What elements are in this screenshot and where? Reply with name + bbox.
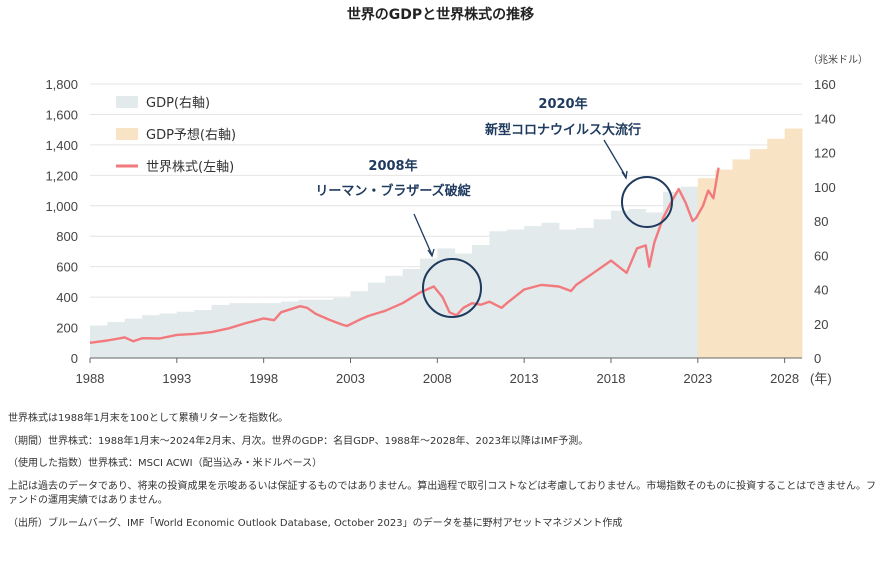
note-disclaimer: 上記は過去のデータであり、将来の投資成果を示唆あるいは保証するものではありません… [8, 480, 876, 507]
annotation-2008-arrowhead [427, 248, 435, 258]
gdp-bar [541, 222, 560, 358]
gdp-bar [142, 315, 160, 358]
legend-swatch-gdp [116, 96, 138, 108]
x-tick-label: 2008 [423, 371, 452, 386]
gdp-forecast-bar [767, 138, 786, 358]
gdp-bar [593, 219, 612, 358]
annotation-2020: 2020年 新型コロナウイルス大流行 [485, 96, 673, 228]
note-index-used: （使用した指数）世界株式：MSCI ACWI（配当込み・米ドルベース） [8, 458, 323, 469]
gdp-bar [228, 303, 247, 358]
left-tick-label: 400 [56, 290, 78, 305]
right-tick-label: 140 [814, 111, 836, 126]
gdp-bars [90, 186, 699, 358]
gdp-bar [419, 258, 438, 358]
right-tick-label: 80 [814, 214, 828, 229]
left-tick-label: 800 [56, 229, 78, 244]
left-tick-label: 200 [56, 321, 78, 336]
annotation-2008-arrow [413, 213, 433, 256]
gdp-bar [281, 301, 299, 358]
gridlines [90, 83, 802, 329]
x-tick-label: 2028 [770, 371, 799, 386]
annotation-2008-text: リーマン・ブラザーズ破綻 [315, 183, 471, 199]
right-tick-label: 60 [814, 248, 828, 263]
gdp-bar [680, 186, 699, 358]
annotation-2020-circle [621, 176, 673, 228]
gdp-bar [663, 191, 681, 358]
legend: GDP(右軸) GDP予想(右軸) 世界株式(左軸) [116, 96, 236, 175]
gdp-bar [211, 304, 230, 358]
gdp-forecast-bar [715, 169, 734, 358]
legend-label-gdp: GDP(右軸) [146, 96, 210, 111]
legend-label-stock: 世界株式(左軸) [146, 160, 234, 175]
gdp-forecast-bars [697, 128, 803, 358]
annotation-2020-arrow [603, 139, 627, 178]
x-axis-unit: (年) [810, 371, 832, 386]
left-tick-label: 600 [56, 260, 78, 275]
right-tick-label: 0 [814, 351, 821, 366]
gdp-bar [367, 282, 386, 358]
gdp-bar [645, 212, 664, 358]
left-axis-ticks: 0 200 400 600 800 1,000 1,200 1,400 1,600 1,800 [45, 77, 78, 366]
stock-series-line [89, 167, 720, 344]
note-source: （出所）ブルームバーグ、IMF「World Economic Outlook D… [8, 517, 623, 529]
gdp-bar [263, 303, 282, 358]
annotation-2020-year: 2020年 [538, 96, 587, 112]
footnotes: 世界株式は1988年1月末を100として累積リターンを指数化。 （期間）世界株式… [8, 412, 876, 539]
gdp-bar [558, 229, 577, 358]
gdp-bar [246, 303, 265, 358]
gdp-bar [333, 298, 351, 358]
gdp-bar [506, 229, 525, 358]
x-tick-label: 2018 [597, 371, 626, 386]
gdp-bar [610, 210, 629, 358]
right-tick-label: 120 [814, 146, 836, 161]
note-index: 世界株式は1988年1月末を100として累積リターンを指数化。 [8, 413, 289, 424]
gdp-bar [489, 231, 508, 358]
left-tick-label: 1,600 [45, 107, 78, 122]
x-tick-label: 1993 [162, 371, 191, 386]
left-tick-label: 0 [71, 351, 78, 366]
x-tick-label: 2003 [336, 371, 365, 386]
gdp-bar [298, 299, 317, 358]
right-tick-label: 160 [814, 77, 836, 92]
gdp-forecast-bar [784, 128, 803, 358]
left-tick-label: 1,200 [45, 168, 78, 183]
right-tick-label: 100 [814, 180, 836, 195]
gdp-bar [576, 227, 595, 358]
x-axis-ticks: 1988 1993 1998 2003 2008 2013 2018 2023 2028 [76, 358, 799, 386]
gdp-bar [350, 291, 369, 358]
gdp-bar [402, 268, 421, 358]
annotation-2020-text: 新型コロナウイルス大流行 [485, 122, 641, 138]
annotation-2008-year: 2008年 [368, 158, 417, 174]
gdp-forecast-bar [697, 178, 716, 358]
right-axis-unit: （兆米ドル） [808, 53, 868, 66]
gdp-bar [628, 209, 647, 358]
right-tick-label: 40 [814, 283, 828, 298]
gdp-forecast-bar [749, 149, 768, 358]
chart-title: 世界のGDPと世界株式の推移 [347, 6, 534, 23]
gdp-bar [524, 226, 543, 358]
annotation-2008: 2008年 リーマン・ブラザーズ破綻 [315, 158, 482, 318]
gdp-forecast-bar [732, 159, 751, 358]
right-axis-ticks: 0 20 40 60 80 100 120 140 160 [814, 77, 836, 366]
legend-label-gdp-forecast: GDP予想(右軸) [146, 127, 236, 143]
left-tick-label: 1,800 [45, 77, 78, 92]
left-tick-label: 1,400 [45, 138, 78, 153]
x-tick-label: 1988 [76, 371, 105, 386]
gdp-bar [385, 275, 404, 358]
chart: 世界のGDPと世界株式の推移 （兆米ドル） 02004006008001,000… [45, 6, 868, 386]
legend-swatch-gdp-forecast [116, 128, 138, 140]
annotation-2020-arrowhead [621, 170, 628, 180]
annotation-2008-circle [422, 258, 482, 318]
x-tick-label: 2023 [683, 371, 712, 386]
left-tick-label: 1,000 [45, 199, 78, 214]
gdp-bar [454, 253, 473, 358]
gdp-bar [315, 299, 334, 358]
right-tick-label: 20 [814, 317, 828, 332]
x-tick-label: 2013 [510, 371, 539, 386]
gdp-bar [124, 318, 143, 358]
note-period: （期間）世界株式：1988年1月末～2024年2月末、月次。世界のGDP：名目G… [8, 435, 589, 447]
x-tick-label: 1998 [249, 371, 278, 386]
